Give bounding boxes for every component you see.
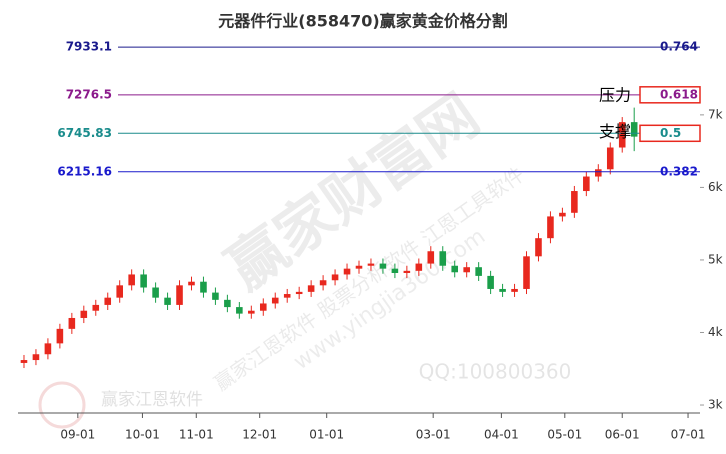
candle-body [116, 285, 123, 298]
candle-body [367, 263, 375, 266]
annotation: 支撑 [599, 122, 631, 141]
candle-body [68, 317, 76, 329]
candle-body [595, 169, 602, 177]
annotation: 压力 [599, 85, 631, 104]
candle-body [212, 292, 219, 300]
candle-body [451, 265, 459, 273]
y-tick-label: 3k [708, 398, 723, 412]
plot: 09-01 10-01 11-01 12-01 01-01 03-01 04-01 05-01… [18, 40, 723, 442]
x-tick-label: 01-01 [309, 428, 344, 442]
candle-body [583, 176, 590, 192]
x-tick-label: 03-01 [416, 428, 451, 442]
candle-body [236, 307, 243, 314]
candle-body [319, 280, 327, 286]
candle-body [439, 251, 447, 266]
watermark: QQ:100800360 [419, 360, 572, 384]
candle-body [271, 297, 279, 304]
candle-body [427, 251, 435, 264]
candle-body [176, 285, 183, 305]
candle-body [44, 343, 52, 355]
candle-body [32, 354, 40, 361]
x-tick-label: 06-01 [605, 428, 640, 442]
candle-body [415, 263, 423, 271]
level-ratio-label: 0.764 [660, 40, 698, 54]
level-ratio-label: 0.382 [660, 164, 698, 178]
candle-body [104, 297, 112, 305]
candle-body [523, 256, 530, 289]
candle-body [511, 288, 518, 292]
candle-body [128, 274, 135, 286]
candle-body [499, 288, 506, 292]
candle-body [295, 291, 303, 295]
level-price-label: 7276.5 [66, 87, 112, 101]
candle-body [475, 267, 482, 276]
candle-body [606, 147, 614, 170]
candle-body [188, 281, 195, 286]
level-box [639, 124, 701, 143]
candle-body [248, 310, 255, 314]
y-tick-label: 7k [708, 107, 723, 121]
candle-body [331, 274, 339, 281]
candle-body [343, 268, 351, 275]
candle-body [259, 303, 267, 311]
candle-body [559, 212, 566, 217]
candle-body [487, 275, 494, 289]
candle-body [618, 122, 626, 148]
y-tick-label: 6k [708, 180, 723, 194]
y-tick-label: 5k [708, 252, 723, 266]
x-tick-label: 12-01 [242, 428, 277, 442]
candle-body [630, 122, 638, 137]
x-tick-label: 11-01 [179, 428, 214, 442]
candle-body [283, 294, 291, 298]
candle-body [379, 263, 387, 269]
level-price-label: 6215.16 [57, 164, 112, 178]
candle-body [224, 299, 231, 308]
x-tick-label: 10-01 [125, 428, 160, 442]
candle-body [56, 328, 64, 344]
candle-body [535, 238, 542, 257]
candle-body [164, 297, 171, 305]
x-tick-label: 09-01 [60, 428, 95, 442]
candle-body [20, 360, 28, 363]
candle-body [200, 281, 207, 293]
candle-body [355, 265, 363, 269]
y-tick-label: 4k [708, 325, 723, 339]
x-tick-label: 07-01 [671, 428, 706, 442]
candle-body [80, 310, 88, 318]
level-price-label: 6745.83 [57, 126, 112, 140]
level-ratio-label: 0.5 [660, 126, 681, 140]
level-box [639, 86, 701, 104]
candle-body [92, 304, 100, 311]
candle-body [547, 216, 554, 239]
level-price-label: 7933.1 [66, 40, 112, 54]
watermark: 赢家江恩软件 [101, 390, 203, 410]
candle-body [140, 274, 147, 288]
candle-body [403, 270, 411, 274]
candle-body [391, 268, 399, 274]
x-tick-label: 04-01 [484, 428, 519, 442]
candle-body [307, 285, 315, 292]
candle-body [571, 191, 578, 213]
candle-body [463, 267, 470, 273]
level-ratio-label: 0.618 [660, 87, 698, 101]
x-tick-label: 05-01 [547, 428, 582, 442]
candle-body [152, 287, 159, 298]
watermark-logo [38, 381, 86, 429]
chart-title: 元器件行业(858470)赢家黄金价格分割 [218, 12, 507, 31]
